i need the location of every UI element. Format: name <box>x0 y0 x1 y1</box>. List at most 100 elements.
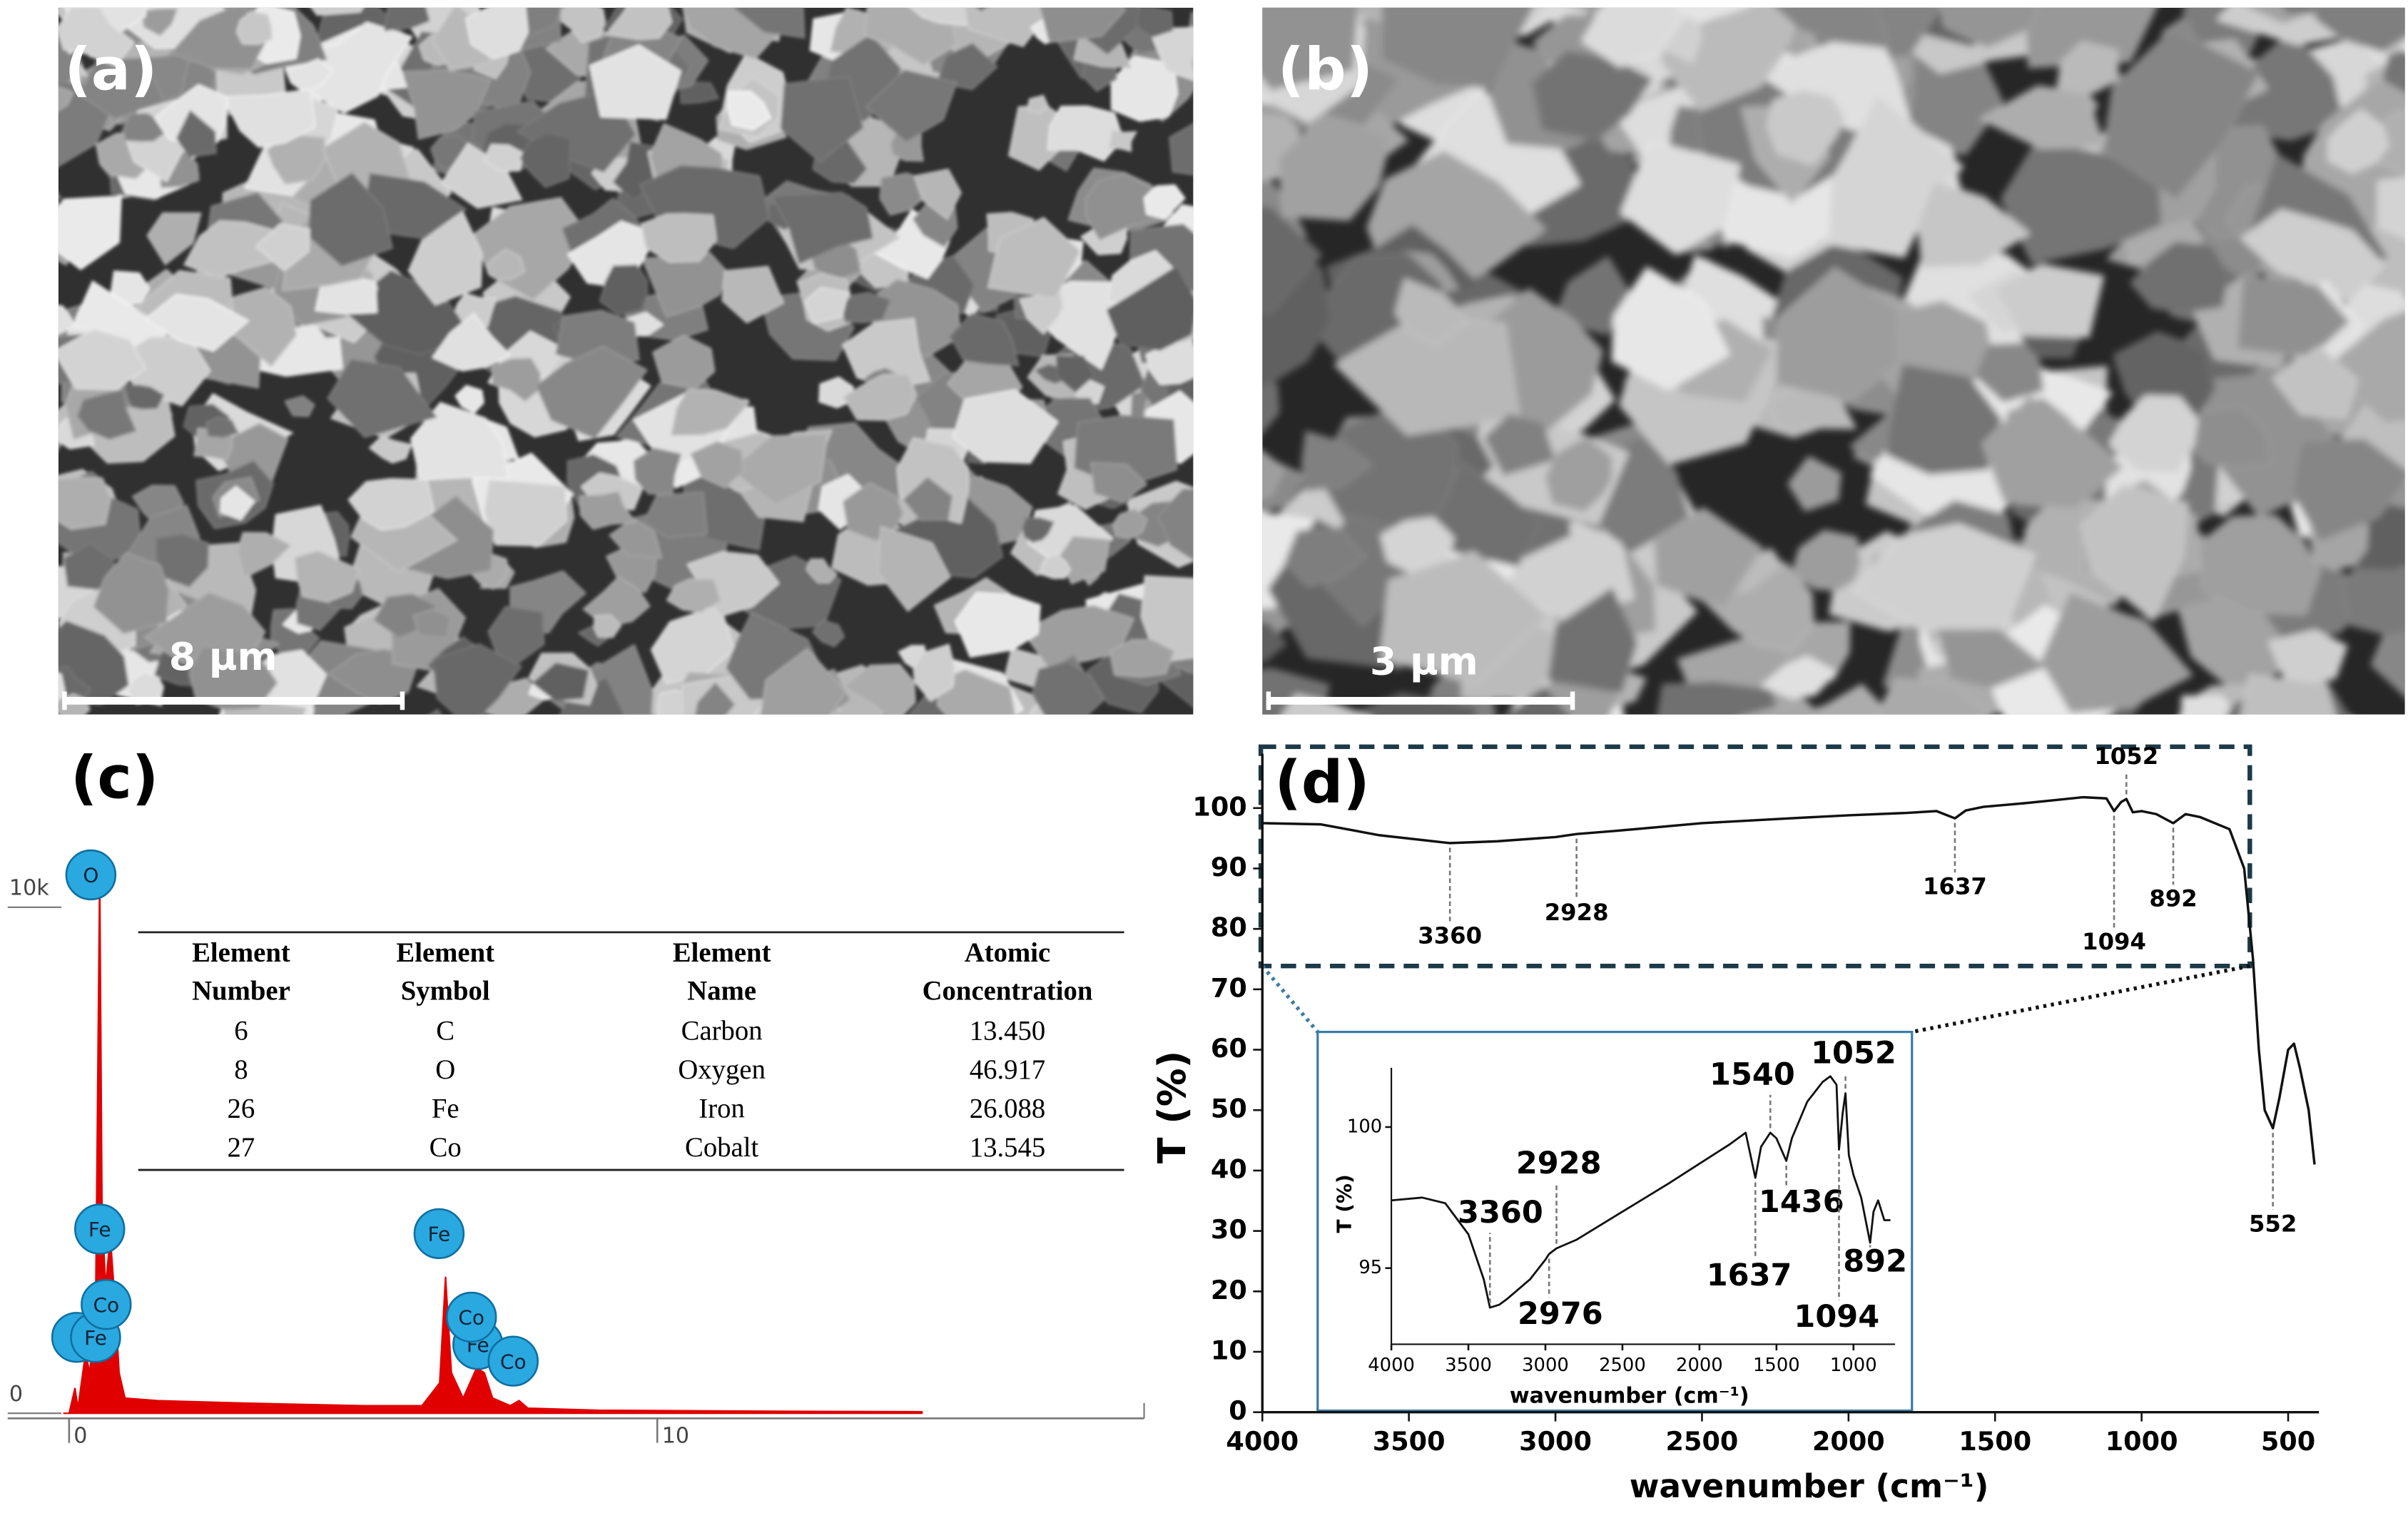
particle <box>58 328 147 391</box>
y-tick-label: 100 <box>1192 791 1246 822</box>
particle <box>1531 50 1653 142</box>
x-tick-label: 2000 <box>1812 1426 1885 1457</box>
element-label: Fe <box>88 1218 111 1241</box>
x-tick-label: 4000 <box>1368 1355 1415 1376</box>
particle <box>110 270 151 307</box>
particle <box>721 265 785 324</box>
particle <box>2180 696 2239 715</box>
x-tick-label: 500 <box>2261 1426 2315 1457</box>
x-tick-label: 10 <box>662 1424 689 1449</box>
table-cell: 6 <box>234 1017 248 1046</box>
particle <box>144 293 250 352</box>
particle <box>727 91 772 131</box>
particle <box>2024 7 2157 68</box>
x-tick-label: 2000 <box>1676 1355 1723 1376</box>
particle <box>589 44 682 120</box>
particle <box>1545 436 1613 512</box>
element-label: O <box>83 864 98 887</box>
particle <box>652 334 716 390</box>
spectrum-line <box>1262 795 2316 1165</box>
particle <box>2240 674 2336 715</box>
particle <box>609 517 663 559</box>
particle <box>327 359 437 439</box>
particle <box>843 482 904 541</box>
table-header: Element <box>192 938 290 968</box>
table-header: Element <box>673 938 771 968</box>
particle <box>58 86 74 112</box>
spectrum-line <box>1391 1075 1891 1309</box>
peak-label: 1436 <box>1759 1184 1844 1220</box>
particle <box>1169 123 1194 175</box>
particle <box>220 485 255 521</box>
particles <box>58 7 1194 715</box>
particle <box>1058 536 1110 585</box>
particle <box>877 526 951 612</box>
particle <box>1936 628 2047 689</box>
zoom-connector <box>1261 964 1319 1034</box>
y-tick-label: 95 <box>1358 1257 1382 1278</box>
particle <box>58 195 122 270</box>
element-label: Co <box>458 1306 484 1330</box>
particle <box>937 669 1016 715</box>
table-cell: Co <box>430 1133 462 1163</box>
particle <box>1262 622 1287 662</box>
particle <box>690 441 744 489</box>
table-cell: C <box>436 1017 454 1046</box>
y-tick-label: 0 <box>1229 1395 1246 1426</box>
particle <box>1277 113 1393 221</box>
particle <box>671 389 751 436</box>
particle <box>593 614 622 638</box>
particle <box>519 7 562 39</box>
sem-image <box>1262 7 2405 715</box>
y-tick-label: 0 <box>9 1382 23 1407</box>
particle <box>1484 413 1556 476</box>
particle <box>903 477 953 521</box>
particle <box>2040 591 2193 713</box>
particle <box>599 264 649 316</box>
particle <box>806 558 838 584</box>
x-tick-label: 0 <box>73 1424 87 1449</box>
x-tick-label: 4000 <box>1226 1426 1299 1457</box>
particle <box>2327 108 2389 174</box>
particle <box>1262 451 1286 499</box>
particle <box>770 191 873 265</box>
particle <box>76 389 137 440</box>
y-tick-label: 20 <box>1211 1275 1247 1305</box>
particle <box>1761 656 1838 699</box>
particle <box>432 643 523 715</box>
table-cell: Iron <box>698 1094 745 1124</box>
particle <box>1791 529 1861 591</box>
particle <box>222 88 316 148</box>
y-tick-label: 80 <box>1211 912 1247 943</box>
peak-label: 2976 <box>1518 1296 1603 1332</box>
element-marker <box>446 1291 497 1343</box>
particle <box>155 533 209 588</box>
panel-label: (b) <box>1278 36 1373 104</box>
element-label: Fe <box>84 1326 107 1350</box>
particle <box>483 144 524 172</box>
particle <box>284 58 334 91</box>
particle <box>468 554 509 590</box>
particle <box>2130 241 2229 313</box>
particle <box>535 345 648 439</box>
particle <box>1135 7 1174 38</box>
particle <box>236 531 292 579</box>
x-tick-label: 3500 <box>1445 1355 1492 1376</box>
particle <box>1548 587 1637 694</box>
table-cell: 8 <box>234 1055 248 1085</box>
panel-label: (c) <box>71 745 158 813</box>
particle <box>464 7 529 60</box>
particle <box>188 646 278 710</box>
zoom-box <box>1258 744 2252 969</box>
y-tick-label: 50 <box>1211 1094 1247 1124</box>
peak-label: 1094 <box>1794 1299 1879 1335</box>
particle <box>347 478 435 531</box>
particle <box>1657 681 1779 715</box>
table-cell: Carbon <box>681 1017 763 1046</box>
particle <box>1974 342 2044 403</box>
peak-label: 1052 <box>1811 1035 1896 1071</box>
particle <box>1022 605 1134 668</box>
table-cell: 13.450 <box>970 1017 1046 1046</box>
particle <box>58 305 77 335</box>
